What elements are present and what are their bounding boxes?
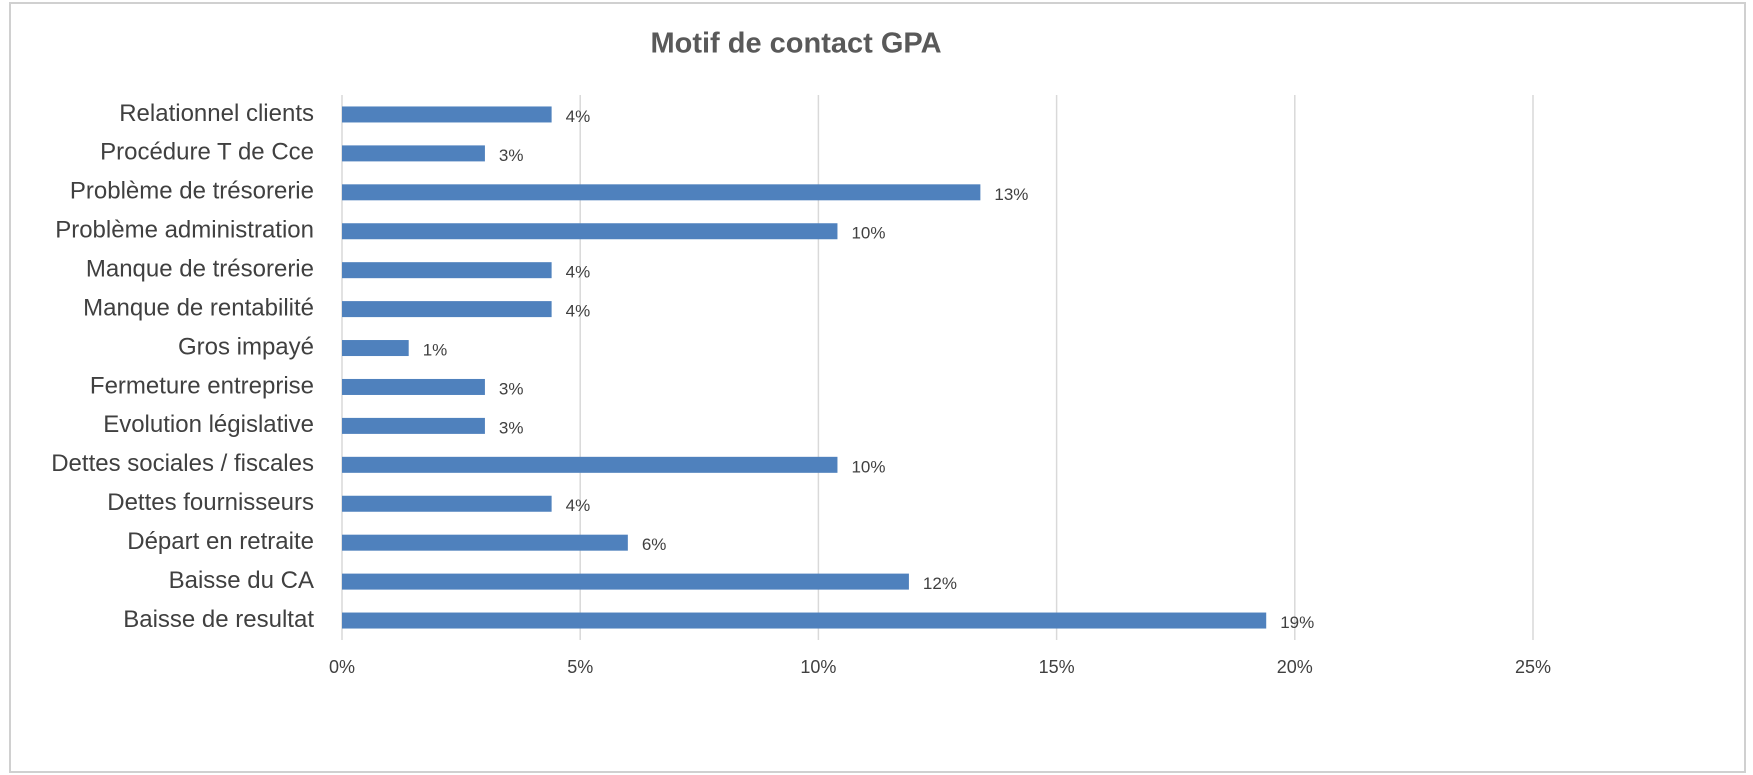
x-tick-label: 5% [567, 657, 593, 677]
y-tick-label: Dettes fournisseurs [107, 489, 314, 516]
y-tick-label: Baisse de resultat [123, 606, 314, 633]
data-label: 12% [923, 574, 957, 593]
bar [342, 301, 552, 318]
data-label: 4% [566, 107, 591, 126]
data-label: 10% [851, 224, 885, 243]
bar [342, 145, 485, 162]
chart-title: Motif de contact GPA [650, 28, 941, 60]
y-tick-label: Manque de trésorerie [86, 256, 314, 283]
y-tick-label: Procédure T de Cce [100, 139, 314, 166]
x-tick-label: 25% [1515, 657, 1551, 677]
x-tick-label: 10% [800, 657, 836, 677]
data-label: 4% [566, 496, 591, 515]
data-label: 3% [499, 379, 524, 398]
bar [342, 223, 838, 240]
bar [342, 184, 981, 201]
y-tick-label: Evolution législative [103, 411, 314, 438]
data-label: 6% [642, 535, 667, 554]
data-label: 19% [1280, 613, 1314, 632]
chart-frame [9, 2, 1746, 773]
bar [342, 106, 552, 123]
bar [342, 262, 552, 279]
bar [342, 495, 552, 512]
bar [342, 417, 485, 434]
y-tick-label: Problème de trésorerie [70, 178, 314, 205]
data-label: 1% [423, 341, 448, 360]
y-tick-label: Gros impayé [178, 333, 314, 360]
bar [342, 340, 409, 357]
data-label: 3% [499, 418, 524, 437]
bar [342, 456, 838, 473]
y-tick-label: Relationnel clients [119, 100, 314, 127]
x-tick-label: 0% [329, 657, 355, 677]
y-tick-label: Problème administration [55, 217, 314, 244]
data-label: 13% [994, 185, 1028, 204]
y-tick-label: Baisse du CA [169, 567, 314, 594]
data-label: 4% [566, 302, 591, 321]
data-label: 4% [566, 263, 591, 282]
data-label: 3% [499, 146, 524, 165]
y-tick-label: Manque de rentabilité [83, 294, 314, 321]
y-tick-label: Départ en retraite [127, 528, 314, 555]
data-label: 10% [851, 457, 885, 476]
bar [342, 612, 1267, 629]
x-tick-label: 15% [1039, 657, 1075, 677]
bar [342, 378, 485, 395]
bar [342, 534, 628, 551]
bar [342, 573, 909, 590]
y-tick-label: Fermeture entreprise [90, 372, 314, 399]
x-tick-label: 20% [1277, 657, 1313, 677]
y-tick-label: Dettes sociales / fiscales [51, 450, 314, 477]
